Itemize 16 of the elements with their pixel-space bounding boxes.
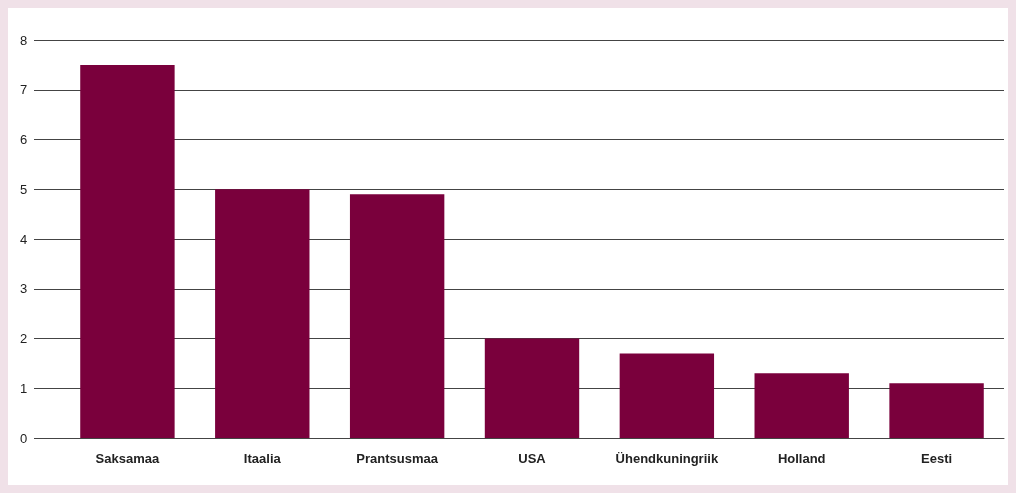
x-tick-label: Eesti: [921, 451, 953, 466]
x-tick-label: Prantsusmaa: [356, 451, 439, 466]
y-tick-label: 8: [20, 32, 28, 48]
y-tick-label: 7: [20, 82, 28, 98]
y-tick-label: 4: [20, 231, 28, 247]
x-tick-label: Ühendkuningriik: [615, 451, 719, 466]
y-tick-label: 6: [20, 132, 28, 147]
y-tick-label: 0: [20, 430, 28, 446]
y-tick-label: 3: [20, 281, 28, 297]
y-tick-label: 1: [20, 380, 28, 396]
x-tick-label: Saksamaa: [95, 451, 160, 466]
x-tick-label: USA: [518, 451, 547, 466]
y-tick-label: 5: [20, 181, 28, 197]
y-tick-label: 2: [20, 331, 28, 346]
x-tick-label: Itaalia: [243, 451, 282, 466]
x-tick-label: Holland: [777, 451, 826, 466]
